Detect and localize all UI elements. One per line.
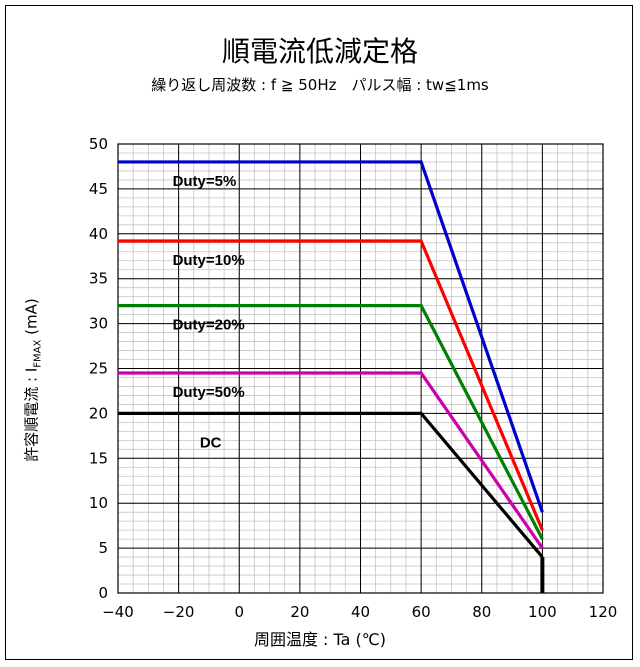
chart-subtitle: 繰り返し周波数 : f ≧ 50Hz パルス幅 : tw≦1ms xyxy=(151,76,489,94)
x-tick-label: 60 xyxy=(412,603,431,621)
series-label: Duty=10% xyxy=(173,252,245,269)
x-tick-label: 80 xyxy=(472,603,491,621)
x-tick-label: 20 xyxy=(290,603,309,621)
plot-border xyxy=(117,143,604,594)
series-label: Duty=50% xyxy=(173,384,245,401)
x-tick-label: 100 xyxy=(528,603,557,621)
y-tick-label: 0 xyxy=(98,584,108,602)
x-axis-label: 周囲温度 : Ta (℃) xyxy=(253,630,387,649)
series-label: Duty=20% xyxy=(173,317,245,334)
x-tick-label: 120 xyxy=(589,603,618,621)
series-line xyxy=(118,371,544,550)
y-tick-label: 50 xyxy=(89,135,108,153)
y-tick-label: 35 xyxy=(89,270,108,288)
x-tick-label: 40 xyxy=(351,603,370,621)
y-tick-label: 5 xyxy=(98,539,108,557)
y-tick-label: 25 xyxy=(89,360,108,378)
y-tick-label: 20 xyxy=(89,404,108,422)
series-label: Duty=5% xyxy=(173,173,237,190)
series-line xyxy=(118,411,544,559)
x-tick-label: −40 xyxy=(102,603,134,621)
series-line xyxy=(118,304,544,540)
series-line xyxy=(118,160,544,513)
y-tick-label: 10 xyxy=(89,494,108,512)
x-tick-label: 0 xyxy=(234,603,244,621)
x-tick-label: −20 xyxy=(163,603,195,621)
y-tick-label: 45 xyxy=(89,180,108,198)
series-line xyxy=(118,239,544,531)
series-label: DC xyxy=(200,434,222,451)
chart-title: 順電流低減定格 xyxy=(221,35,418,68)
y-tick-label: 30 xyxy=(89,315,108,333)
y-tick-label: 15 xyxy=(89,449,108,467)
y-tick-label: 40 xyxy=(89,225,108,243)
